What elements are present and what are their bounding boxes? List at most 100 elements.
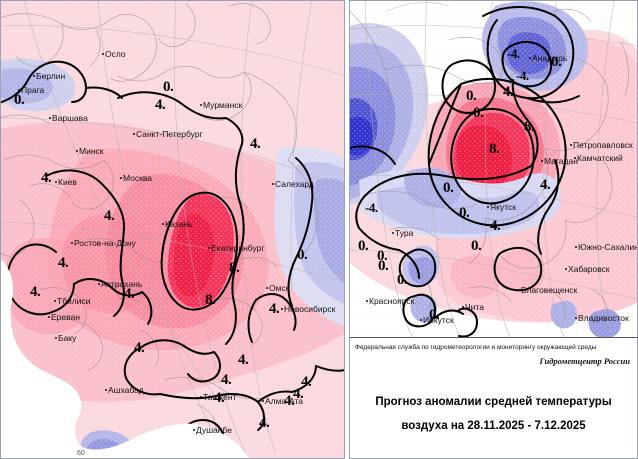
city-marker-dot [366, 300, 368, 302]
contour-value-label: 4. [540, 177, 551, 193]
city-name: Ашхабад [108, 385, 144, 395]
city-marker-dot [71, 242, 73, 244]
contour-value-label: 4. [214, 390, 225, 406]
city-label: Южно-Сахалинск [575, 242, 638, 252]
city-label: Чита [462, 302, 484, 312]
contour-value-label: 4. [269, 301, 280, 317]
contour-value-label: 4. [134, 340, 145, 356]
city-label: Новосибирск [281, 304, 335, 314]
city-marker-dot [55, 337, 57, 339]
city-name: Осло [105, 49, 126, 59]
city-label: Алма-Ата [262, 396, 303, 406]
contour-value-label: -4. [365, 200, 378, 215]
contour-value-label: 4. [490, 218, 501, 234]
contour-value-label: 4. [301, 374, 312, 390]
city-label: Астрахань [98, 279, 142, 289]
city-name: Якутск [490, 202, 516, 212]
city-marker-dot [272, 183, 274, 185]
city-marker-dot [541, 160, 543, 162]
city-label: Киев [55, 177, 77, 187]
city-label: Тура [392, 228, 413, 238]
city-label: Баку [55, 333, 76, 343]
city-name: Хабаровск [568, 264, 610, 274]
city-label: Москва [120, 173, 152, 183]
city-name: Тбилиси [57, 296, 91, 306]
contour-value-label: 0. [358, 238, 369, 254]
city-name: Новосибирск [284, 304, 336, 314]
city-name: Екатеринбург [211, 243, 265, 253]
city-name: Киев [58, 177, 77, 187]
contour-value-label: 4. [503, 84, 514, 100]
city-marker-dot [48, 316, 50, 318]
city-marker-dot [200, 396, 202, 398]
city-label: Варшава [49, 113, 88, 123]
city-marker-dot [565, 268, 567, 270]
contour-value-label: 0. [473, 105, 484, 121]
contour-value-label: 4. [293, 386, 304, 402]
city-name: Варшава [52, 113, 88, 123]
contour-value-label: -4. [516, 68, 529, 83]
right-map-graphic [349, 0, 638, 338]
contour-value-label: 0. [443, 180, 454, 196]
city-marker-dot [262, 400, 264, 402]
city-marker-dot [54, 300, 56, 302]
caption-line-2: воздуха на 28.11.2025 - 7.12.2025 [401, 420, 586, 432]
city-name: Южно-Сахалинск [578, 242, 638, 252]
city-name: Душанбе [196, 425, 232, 435]
hydrometcenter-line: Гидрометцентр России [539, 356, 630, 366]
city-name: Петропавловск [573, 140, 633, 150]
city-name: Ростов-на-Дону [74, 238, 136, 248]
city-name: Красноярск [369, 296, 415, 306]
city-marker-dot [98, 283, 100, 285]
city-name: Владивосток [578, 313, 629, 323]
agency-line: Федеральная служба по гидрометеорологии … [355, 344, 597, 351]
contour-value-label: 0. [163, 79, 174, 95]
city-name: Баку [58, 333, 77, 343]
city-label: Казань [162, 219, 192, 229]
contour-value-label: 0. [429, 307, 440, 323]
city-label: Анадырь [529, 53, 567, 63]
contour-value-label: 4. [221, 372, 232, 388]
city-marker-dot [102, 53, 104, 55]
contour-value-label: 4. [155, 97, 166, 113]
caption-line-1: Прогноз аномалии средней температуры [375, 396, 612, 408]
city-name: Минск [79, 146, 104, 156]
city-name: Магадан [544, 156, 578, 166]
city-name: Омск [269, 283, 290, 293]
city-marker-dot [105, 389, 107, 391]
city-label: Омск [266, 283, 289, 293]
city-marker-dot [162, 223, 164, 225]
city-label: Ашхабад [105, 385, 144, 395]
city-label: Екатеринбург [208, 243, 264, 253]
caption-panel: Федеральная служба по гидрометеорологии … [349, 338, 638, 459]
contour-value-label: 4. [124, 286, 135, 302]
city-label: Хабаровск [565, 264, 610, 274]
graticule-label: 60 [77, 450, 85, 457]
city-label: Петропавловск [570, 140, 633, 150]
map-panel-left[interactable]: Осло Берлин Прага Варшава Мурманск Санкт-Пете… [0, 0, 345, 459]
city-label: Иркутск [420, 315, 454, 325]
city-marker-dot [574, 157, 576, 159]
city-marker-dot [518, 289, 520, 291]
city-name: Иркутск [423, 315, 454, 325]
city-label: Душанбе [193, 425, 232, 435]
city-name: Берлин [36, 71, 66, 81]
map-panel-right[interactable]: Анадырь Петропавловск Камчатский Магадан Яку… [349, 0, 638, 338]
city-marker-dot [55, 181, 57, 183]
city-label: Владивосток [575, 313, 629, 323]
city-marker-dot [33, 75, 35, 77]
contour-value-label: 0. [551, 54, 562, 70]
city-name: Тура [395, 228, 414, 238]
city-label: Камчатский [574, 153, 623, 163]
contour-value-label: -4. [507, 46, 520, 61]
city-marker-dot [575, 317, 577, 319]
contour-value-label: 8. [205, 292, 216, 308]
left-map-graphic [0, 0, 345, 459]
city-marker-dot [18, 89, 20, 91]
city-name: Чита [465, 302, 484, 312]
city-name: Казань [165, 219, 193, 229]
city-label: Санкт-Петербург [133, 129, 203, 139]
city-marker-dot [193, 429, 195, 431]
city-label: Берлин [33, 71, 65, 81]
